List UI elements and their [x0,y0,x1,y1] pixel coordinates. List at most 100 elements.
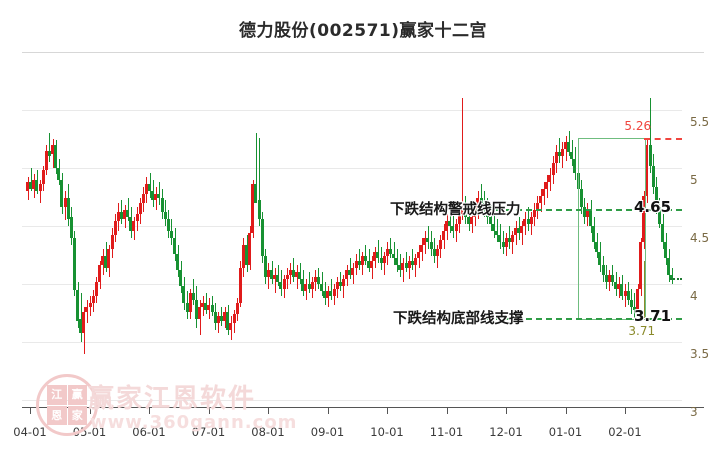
y-tick-label: 3.5 [690,347,710,361]
support-line-3-71 [476,317,682,320]
candle-wick [415,253,416,278]
candle-body [514,228,518,236]
candle-body [451,226,455,231]
candle-body [661,223,665,243]
candle-wick [369,249,370,273]
candle-wick [275,267,276,294]
candle-wick [259,137,260,226]
x-tick-label: 12-01 [489,425,523,439]
candle-wick [625,284,626,308]
candle-body [191,293,195,301]
candle-body [392,253,396,259]
candle-wick [331,279,332,301]
candle-wick [121,200,122,224]
candle-body [251,184,255,233]
x-tick-mark [625,407,626,414]
x-axis-line [22,407,704,408]
candle-body [169,230,173,238]
candle-body [445,221,449,231]
annotation-value-support: 3.71 [634,306,672,325]
candle-body [226,311,230,331]
candle-body [648,144,652,166]
candle-body [585,209,589,217]
candle-body [141,193,145,203]
candle-wick [359,249,360,271]
y-tick-label: 5 [690,173,698,187]
seal-char: 家 [67,405,87,425]
candle-body [420,244,424,252]
candle-body [76,289,80,322]
candle-body [548,174,552,182]
candle-body [554,151,558,164]
candle-body [82,311,86,333]
candle-wick [437,244,438,268]
candle-wick [400,253,401,278]
candle-body [463,209,467,217]
x-tick-mark [387,407,388,414]
gridline-5.5 [22,110,682,111]
candle-body [632,307,636,310]
candle-wick [350,258,351,280]
candle-body [426,237,430,243]
candle-body [213,311,217,324]
candle-wick [456,219,457,243]
candle-body [345,270,349,280]
candle-body [135,214,139,222]
candle-body [654,186,658,208]
gridline-3 [22,400,682,401]
candle-body [517,228,521,233]
candle-wick [372,256,373,280]
candle-wick [378,239,379,264]
candle-wick [559,137,560,164]
candle-body [348,270,352,275]
candle-body [370,260,374,268]
plot-area [22,52,682,401]
candle-body [379,258,383,264]
candle-body [529,216,533,224]
candle-wick [365,244,366,266]
candle-body [254,184,258,203]
candle-body [498,235,502,243]
candle-body [207,304,211,310]
candle-body [592,226,596,243]
resistance-dashed-line [643,137,682,140]
candle-body [564,142,568,150]
candle-body [126,209,130,217]
candle-wick [409,256,410,280]
candle-body [467,216,471,224]
candle-wick [503,230,504,254]
seal-char: 恩 [47,405,67,425]
candle-wick [522,221,523,245]
candle-body [670,274,674,279]
candle-body [210,304,214,312]
candle-body [620,284,624,296]
candle-body [163,212,167,220]
candle-body [520,226,524,233]
x-tick-mark [149,407,150,414]
candle-body [291,270,295,278]
x-tick-label: 11-01 [429,425,464,439]
x-tick-mark [565,407,567,414]
candle-body [492,223,496,231]
candle-body [182,286,186,303]
candle-body [501,242,505,247]
candle-body [266,270,270,278]
candle-wick [453,214,454,238]
seal-char: 江 [47,385,67,405]
point-label-high: 5.26 [624,118,652,133]
candle-body [404,263,408,268]
candle-body [263,256,267,278]
annotation-value-resistance: 4.65 [634,197,672,216]
candle-body [66,198,70,220]
candle-body [351,267,355,275]
candle-body [532,209,536,217]
candle-body [116,212,120,222]
candle-body [401,263,405,271]
candle-wick [297,265,298,289]
candle-wick [340,272,341,291]
candle-body [198,307,202,319]
watermark-brand: 赢家江恩软件 [88,384,257,414]
y-tick-label: 5.5 [690,115,710,129]
candle-body [607,274,611,282]
candle-wick [531,212,532,236]
